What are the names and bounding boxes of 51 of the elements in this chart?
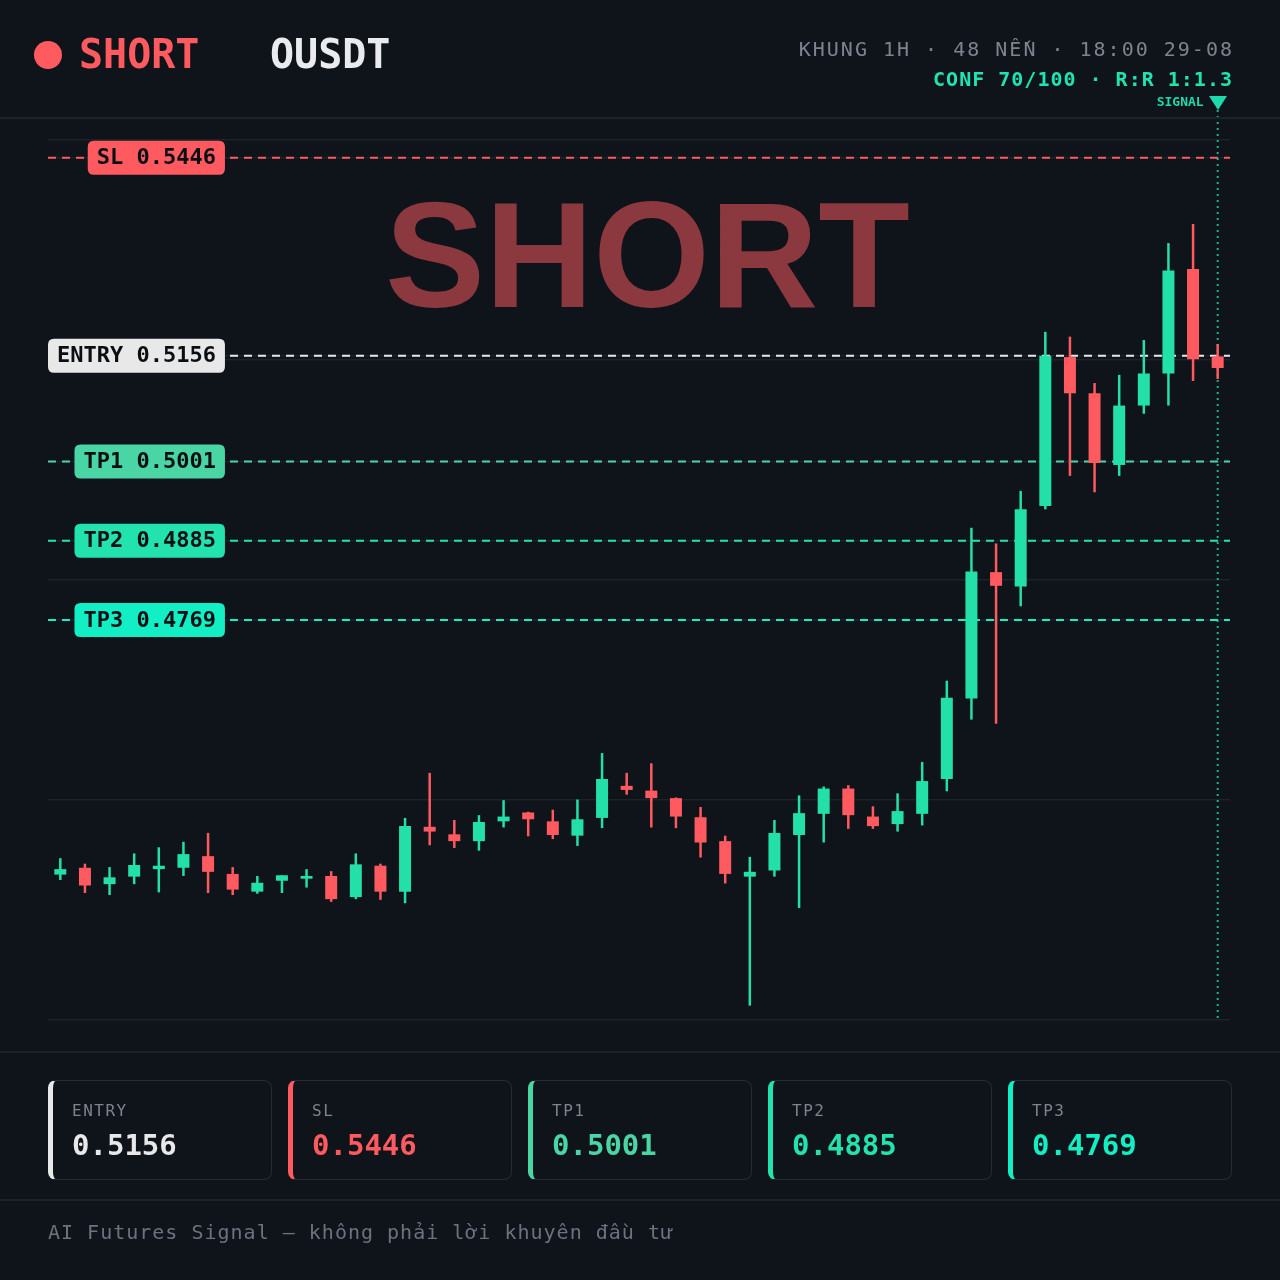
candlestick: [645, 762, 658, 829]
ref-line-label: SL: [96, 144, 124, 170]
ref-line-label: ENTRY: [57, 342, 124, 368]
candlestick: [54, 856, 67, 882]
text: SHORT: [79, 30, 200, 78]
ref-line-label: TP3: [83, 606, 124, 632]
y-tick-label: 0.5446: [136, 144, 216, 170]
data-label: 0.5001: [552, 1127, 658, 1163]
data-label: 0.5156: [72, 1127, 178, 1163]
candlestick: [103, 865, 116, 897]
candlestick: [571, 798, 584, 848]
candlestick: [177, 840, 190, 878]
y-tick-label: 0.5156: [136, 342, 216, 368]
y-tick-label: 0.4885: [136, 527, 216, 553]
chart-subtitle: KHUNG 1H · 48 NẾN · 18:00 29-08: [798, 36, 1234, 62]
category-label: ENTRY: [72, 1101, 129, 1121]
chart-title: OUSDT: [270, 30, 391, 78]
y-tick-label: 0.4769: [136, 606, 216, 632]
candlestick: [226, 865, 239, 897]
y-tick-label: 0.5001: [136, 448, 216, 474]
candlestick: [1211, 342, 1224, 381]
candlestick: [546, 808, 559, 841]
data-label: 0.5446: [312, 1127, 418, 1163]
data-label: 0.4885: [792, 1127, 898, 1163]
candlestick: [448, 818, 461, 850]
candlestick: [620, 771, 633, 796]
category-label: TP1: [552, 1101, 587, 1121]
candlestick: [325, 869, 338, 904]
candlestick: [891, 792, 904, 833]
annotation: SHORT: [385, 171, 910, 339]
candlestick: [78, 862, 91, 895]
category-label: TP2: [792, 1101, 827, 1121]
candlestick: [990, 542, 1003, 725]
candlestick: [522, 810, 535, 838]
candlestick: [300, 867, 313, 889]
candlestick: [128, 852, 141, 886]
ref-line-label: TP2: [83, 527, 124, 553]
text: CONF 70/100 · R:R 1:1.3: [933, 66, 1233, 92]
data-label: 0.4769: [1032, 1127, 1138, 1163]
text: SIGNAL: [1156, 94, 1204, 110]
text: AI Futures Signal — không phải lời khuyên đầu tư: [48, 1219, 674, 1246]
ref-line-label: TP1: [83, 448, 124, 474]
candlestick: [866, 805, 879, 831]
candlestick: [423, 771, 436, 847]
candlestick: [202, 831, 215, 895]
candlestick: [793, 794, 806, 910]
candlestick: [669, 796, 682, 830]
candlestick: [472, 813, 485, 852]
category-label: SL: [312, 1101, 336, 1121]
candlestick: [743, 855, 756, 1007]
category-label: TP3: [1032, 1101, 1067, 1121]
